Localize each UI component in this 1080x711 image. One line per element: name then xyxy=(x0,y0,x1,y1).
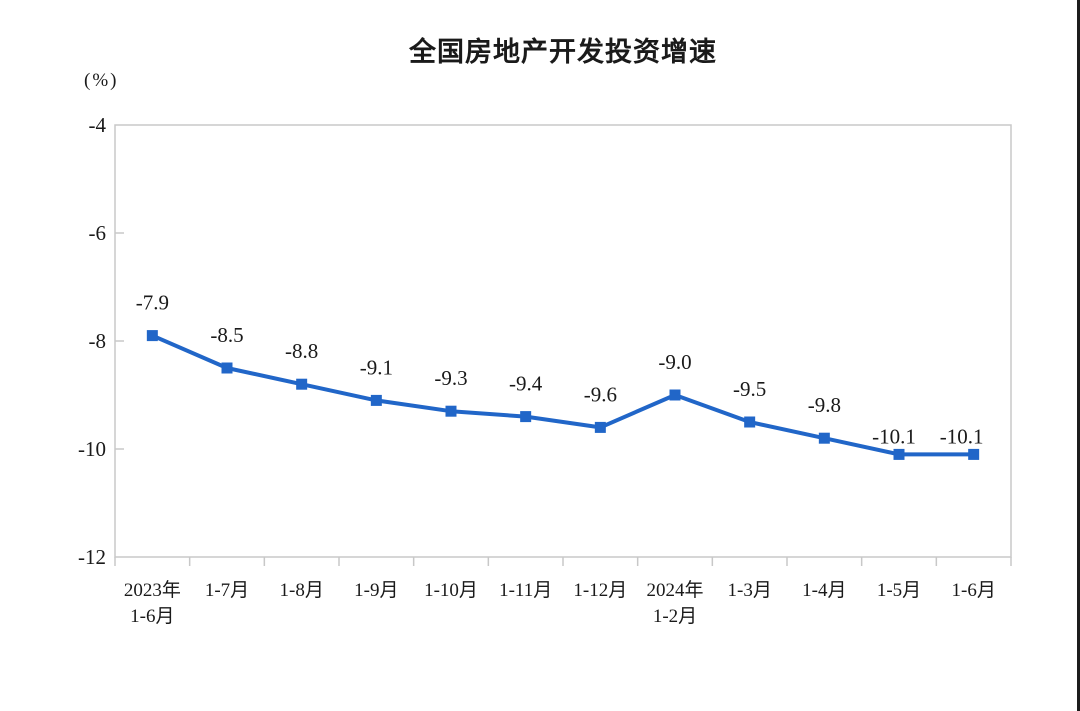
y-axis-unit-label: (%) xyxy=(84,70,119,91)
y-tick-label: -4 xyxy=(89,113,107,137)
x-category-label: 2023年 1-6月 xyxy=(124,579,181,627)
data-point-marker xyxy=(968,448,980,460)
data-point-label: -10.1 xyxy=(940,424,984,448)
data-point-label: -9.6 xyxy=(584,382,617,406)
data-point-label: -8.5 xyxy=(210,323,243,347)
data-point-marker xyxy=(818,432,830,444)
y-tick-label: -6 xyxy=(89,221,107,245)
screenshot-right-border xyxy=(1077,0,1080,711)
data-point-marker xyxy=(893,448,905,460)
data-point-marker xyxy=(146,330,158,342)
data-point-label: -9.5 xyxy=(733,377,766,401)
data-point-label: -9.3 xyxy=(434,366,467,390)
data-point-marker xyxy=(669,389,681,401)
x-category-label: 2024年 1-2月 xyxy=(646,579,703,627)
series-line xyxy=(151,333,974,457)
chart-title: 全国房地产开发投资增速 xyxy=(409,37,717,67)
x-category-label: 1-3月 xyxy=(728,580,772,601)
x-category-label: 1-6月 xyxy=(952,580,996,601)
data-point-label: -10.1 xyxy=(872,424,916,448)
y-tick-label: -8 xyxy=(89,329,107,353)
data-point-label: -9.0 xyxy=(658,350,691,374)
x-category-label: 1-4月 xyxy=(802,580,846,601)
data-point-label: -9.1 xyxy=(360,355,393,379)
y-tick-label: -10 xyxy=(78,437,106,461)
data-point-marker xyxy=(221,362,233,374)
plot-border xyxy=(114,124,1012,558)
data-point-marker xyxy=(445,405,457,417)
data-point-marker xyxy=(370,394,382,406)
x-category-label: 1-10月 xyxy=(424,580,478,601)
data-point-marker xyxy=(594,421,606,433)
y-tick-label: -12 xyxy=(78,545,106,569)
x-category-label: 1-12月 xyxy=(573,580,627,601)
data-point-marker xyxy=(296,378,308,390)
x-category-label: 1-7月 xyxy=(205,580,249,601)
data-point-marker xyxy=(520,411,532,423)
data-point-label: -9.4 xyxy=(509,372,543,396)
data-point-label: -9.8 xyxy=(808,393,841,417)
x-category-label: 1-8月 xyxy=(280,580,324,601)
data-point-marker xyxy=(744,416,756,428)
x-category-label: 1-9月 xyxy=(354,580,398,601)
x-category-label: 1-5月 xyxy=(877,580,921,601)
data-point-label: -7.9 xyxy=(136,291,169,315)
data-point-label: -8.8 xyxy=(285,339,318,363)
x-category-label: 1-11月 xyxy=(499,580,552,601)
